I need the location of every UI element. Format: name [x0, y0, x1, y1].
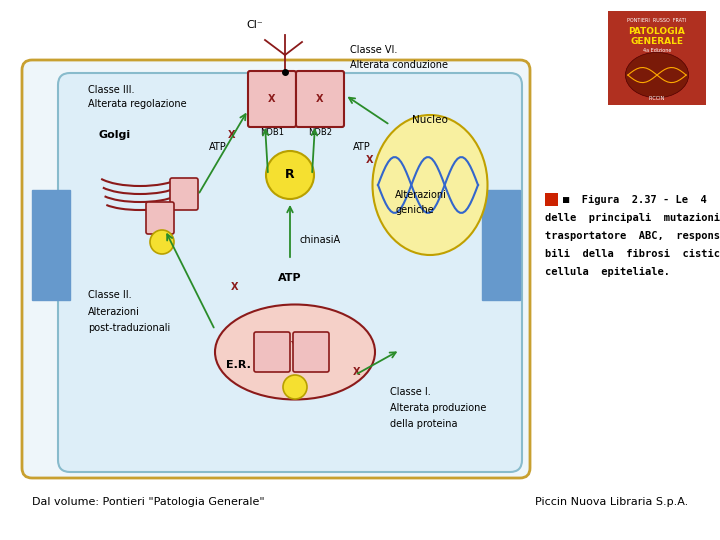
- Text: 4a Edizione: 4a Edizione: [643, 48, 671, 53]
- Text: Classe VI.: Classe VI.: [350, 45, 397, 55]
- Text: ATP: ATP: [278, 273, 302, 283]
- Text: Cl⁻: Cl⁻: [247, 20, 264, 30]
- Text: Alterata conduzione: Alterata conduzione: [350, 60, 448, 70]
- FancyBboxPatch shape: [170, 178, 198, 210]
- Text: NDB1: NDB1: [260, 128, 284, 137]
- FancyBboxPatch shape: [293, 332, 329, 372]
- FancyBboxPatch shape: [254, 332, 290, 372]
- Bar: [482, 190, 520, 300]
- Text: della proteina: della proteina: [390, 419, 457, 429]
- Text: post-traduzionali: post-traduzionali: [88, 323, 170, 333]
- Text: X: X: [366, 155, 374, 165]
- Text: Alterata produzione: Alterata produzione: [390, 403, 487, 413]
- Text: Classe III.: Classe III.: [88, 85, 135, 95]
- Text: Y: Y: [290, 341, 300, 354]
- Circle shape: [283, 375, 307, 399]
- Text: PATOLOGIA: PATOLOGIA: [629, 27, 685, 36]
- FancyBboxPatch shape: [58, 73, 522, 472]
- Bar: [545, 193, 558, 206]
- Text: PICCIN: PICCIN: [649, 96, 665, 101]
- Text: geniche: geniche: [395, 205, 433, 215]
- Text: Dal volume: Pontieri "Patologia Generale": Dal volume: Pontieri "Patologia Generale…: [32, 497, 265, 507]
- Ellipse shape: [626, 52, 688, 98]
- Text: X: X: [228, 130, 235, 140]
- Circle shape: [150, 230, 174, 254]
- Text: delle  principali  mutazioni  del: delle principali mutazioni del: [545, 213, 720, 223]
- Text: GENERALE: GENERALE: [631, 37, 683, 46]
- Text: ATP: ATP: [209, 142, 227, 152]
- Text: Alterazioni: Alterazioni: [395, 190, 447, 200]
- Text: R: R: [285, 168, 294, 181]
- Text: X: X: [354, 367, 361, 377]
- Text: ATP: ATP: [353, 142, 371, 152]
- Ellipse shape: [215, 305, 375, 400]
- Text: Classe I.: Classe I.: [390, 387, 431, 397]
- FancyBboxPatch shape: [296, 71, 344, 127]
- Text: bili  della  fibrosi  cistica  in  una: bili della fibrosi cistica in una: [545, 249, 720, 259]
- Bar: [32, 190, 70, 300]
- FancyBboxPatch shape: [248, 71, 296, 127]
- Text: Piccin Nuova Libraria S.p.A.: Piccin Nuova Libraria S.p.A.: [535, 497, 688, 507]
- Text: Alterazioni: Alterazioni: [88, 307, 140, 317]
- Text: Classe II.: Classe II.: [88, 290, 132, 300]
- Text: X: X: [269, 94, 276, 104]
- Ellipse shape: [372, 115, 487, 255]
- Text: PONTIERI  RUSSO  FRATI: PONTIERI RUSSO FRATI: [627, 18, 687, 23]
- Text: E.R.: E.R.: [225, 360, 251, 370]
- Text: X: X: [231, 282, 239, 292]
- Text: chinasiA: chinasiA: [300, 235, 341, 245]
- Text: Alterata regolazione: Alterata regolazione: [88, 99, 186, 109]
- Text: NDB2: NDB2: [308, 128, 332, 137]
- Text: ■  Figura  2.37 - Le  4  classi: ■ Figura 2.37 - Le 4 classi: [563, 195, 720, 205]
- FancyBboxPatch shape: [22, 60, 530, 478]
- Text: X: X: [316, 94, 324, 104]
- Text: cellula  epiteliale.: cellula epiteliale.: [545, 267, 670, 277]
- Circle shape: [266, 151, 314, 199]
- Text: Golgi: Golgi: [99, 130, 131, 140]
- FancyBboxPatch shape: [146, 202, 174, 234]
- Text: trasportatore  ABC,  responsabi-: trasportatore ABC, responsabi-: [545, 231, 720, 241]
- Text: Nucleo: Nucleo: [412, 115, 448, 125]
